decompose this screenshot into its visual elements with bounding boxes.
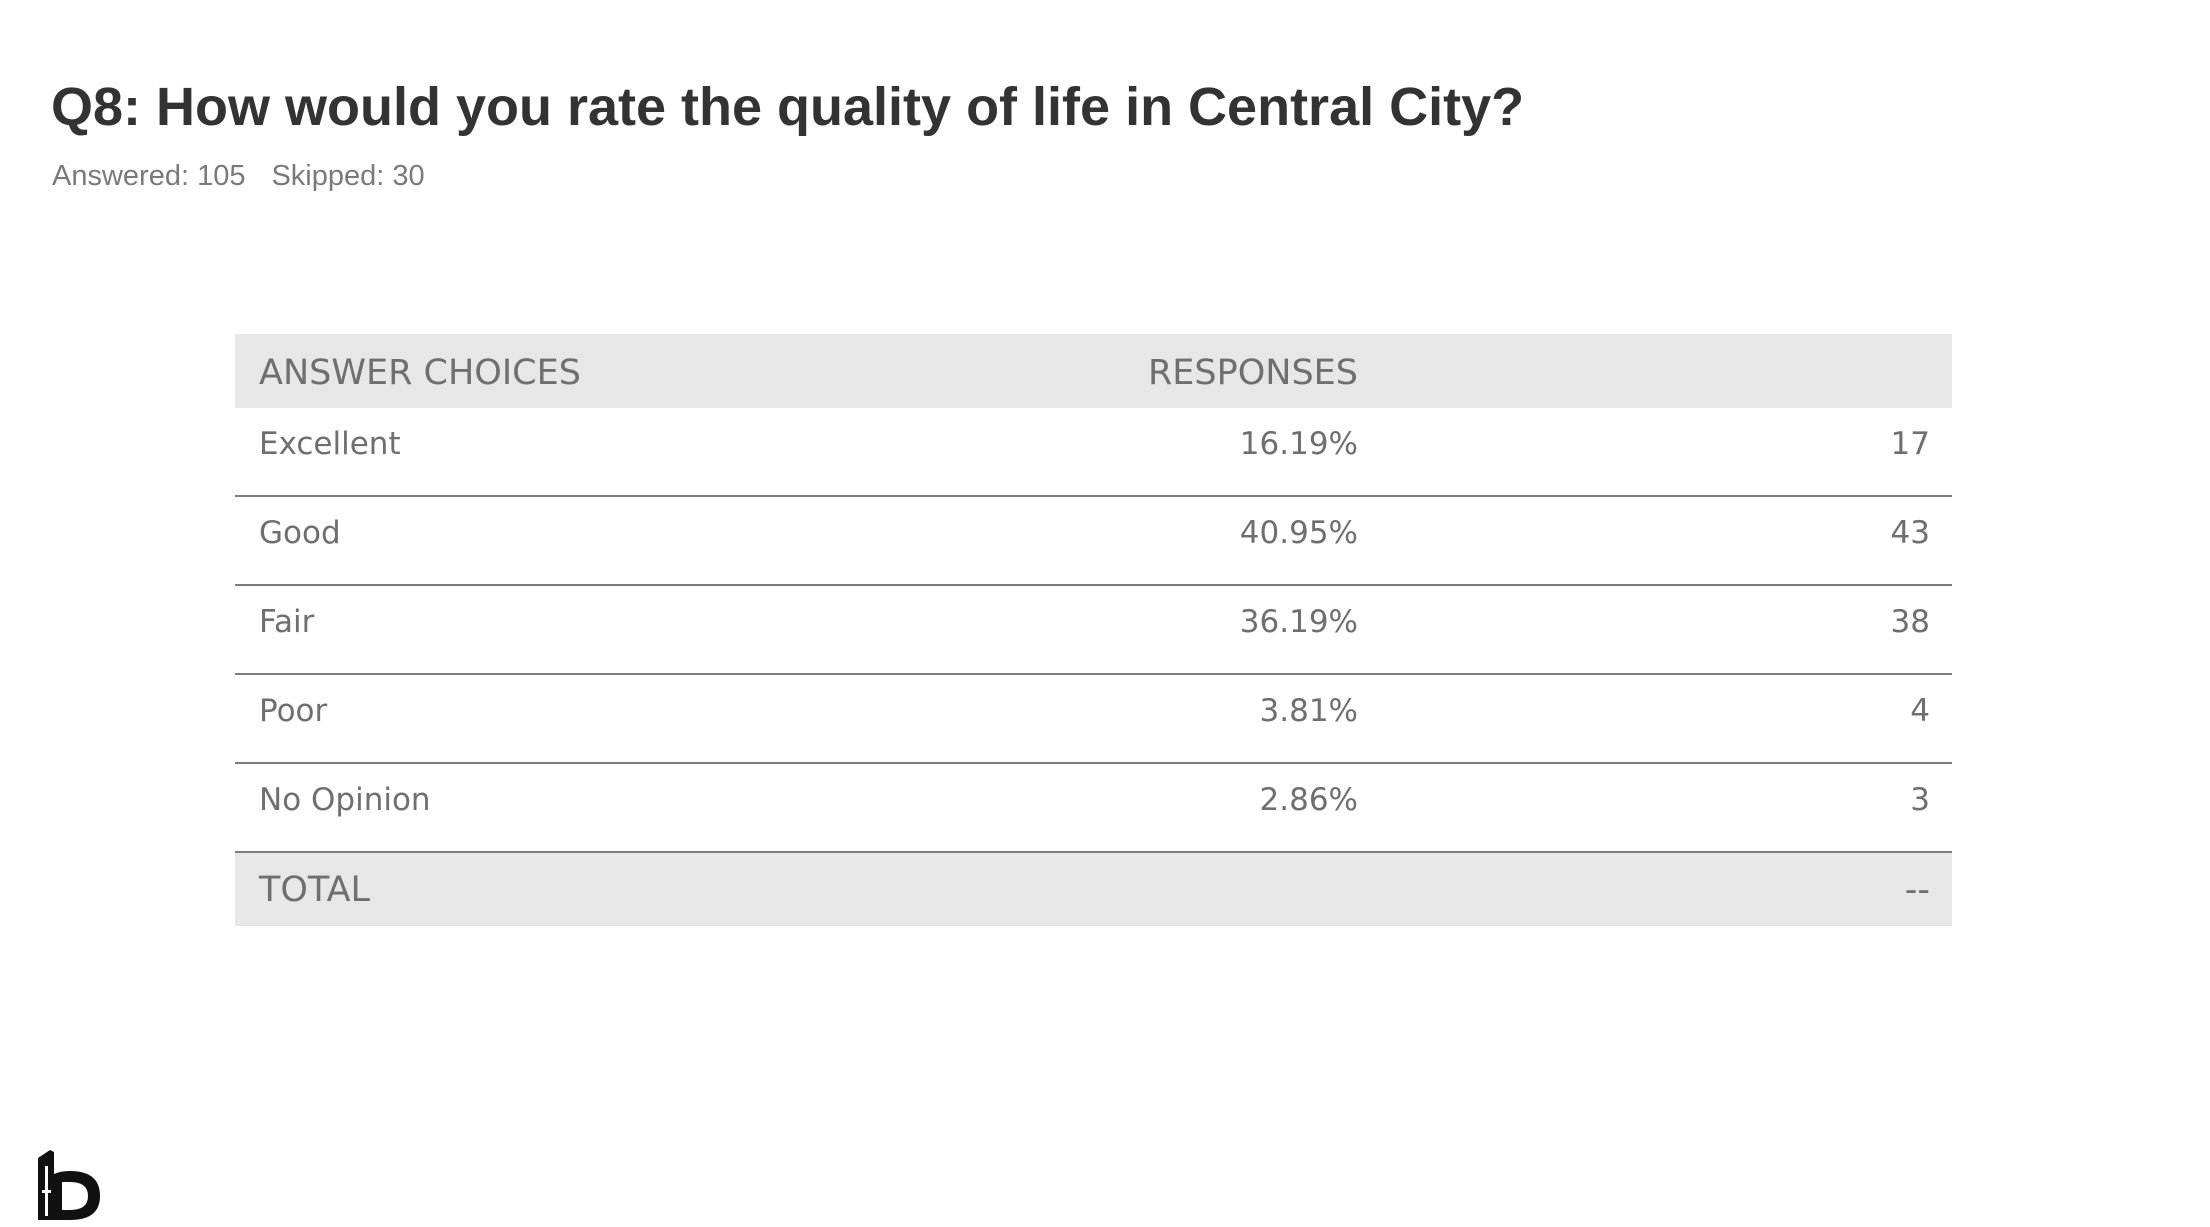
table-total-row: TOTAL -- — [235, 853, 1952, 926]
column-header-responses: RESPONSES — [1147, 353, 1358, 393]
answer-label: Fair — [259, 604, 315, 640]
answer-label: No Opinion — [259, 782, 431, 818]
column-header-answer-choices: ANSWER CHOICES — [259, 353, 581, 393]
response-percent: 3.81% — [1259, 693, 1358, 729]
skipped-count: Skipped: 30 — [271, 160, 425, 192]
table-row: Fair 36.19% 38 — [235, 586, 1952, 675]
response-count: 3 — [1910, 782, 1930, 818]
responses-table: ANSWER CHOICES RESPONSES Excellent 16.19… — [235, 334, 1952, 926]
answer-label: Poor — [259, 693, 328, 729]
logo-icon — [36, 1144, 108, 1222]
answered-count: Answered: 105 — [52, 160, 246, 192]
total-count: -- — [1904, 870, 1930, 910]
total-label: TOTAL — [259, 870, 371, 910]
logo-icon — [38, 1150, 100, 1220]
response-count: 38 — [1890, 604, 1930, 640]
response-stats: Answered: 105 Skipped: 30 — [52, 158, 425, 194]
logo-tower-crossbar — [42, 1190, 51, 1193]
response-percent: 2.86% — [1259, 782, 1358, 818]
logo-counter — [62, 1182, 88, 1210]
response-count: 17 — [1890, 426, 1930, 462]
response-percent: 40.95% — [1239, 515, 1358, 551]
table-header: ANSWER CHOICES RESPONSES — [235, 334, 1952, 408]
response-count: 4 — [1910, 693, 1930, 729]
answer-label: Good — [259, 515, 341, 551]
page-title: Q8: How would you rate the quality of li… — [51, 77, 1525, 137]
table-row: Poor 3.81% 4 — [235, 675, 1952, 764]
table-row: No Opinion 2.86% 3 — [235, 764, 1952, 853]
response-percent: 16.19% — [1239, 426, 1358, 462]
response-percent: 36.19% — [1239, 604, 1358, 640]
response-count: 43 — [1890, 515, 1930, 551]
table-row: Good 40.95% 43 — [235, 497, 1952, 586]
table-row: Excellent 16.19% 17 — [235, 408, 1952, 497]
answer-label: Excellent — [259, 426, 401, 462]
